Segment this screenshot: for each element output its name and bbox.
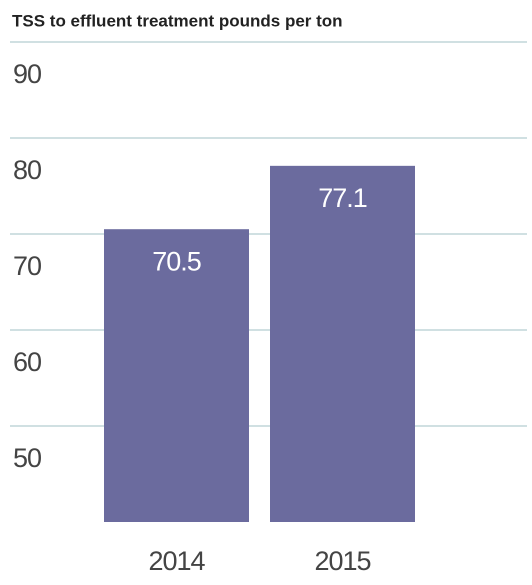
y-tick-label: 60 (13, 347, 41, 377)
value-label: 77.1 (318, 183, 367, 213)
x-tick-label: 2014 (148, 546, 205, 576)
x-tick-label: 2015 (314, 546, 370, 576)
chart-title: TSS to effluent treatment pounds per ton (12, 11, 343, 30)
bar (104, 229, 249, 522)
bar (270, 165, 415, 522)
y-tick-label: 90 (13, 59, 41, 89)
y-tick-label: 80 (13, 155, 41, 185)
y-tick-label: 50 (13, 443, 41, 473)
value-label: 70.5 (152, 246, 201, 276)
y-tick-label: 70 (13, 251, 41, 281)
